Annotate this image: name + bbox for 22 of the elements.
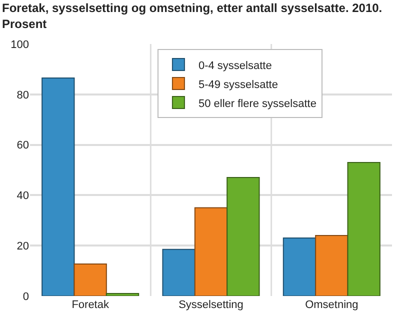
y-tick-label: 60 [16,140,29,152]
y-tick-label: 40 [16,190,29,202]
y-tick-label: 20 [16,240,29,252]
chart-title: Foretak, sysselsetting og omsetning, etter antall sysselsatte. 2010. Prosent [2,1,382,31]
legend-label: 5-49 sysselsatte [198,78,278,91]
bar [282,238,316,296]
x-tick-label: Omsetning [305,299,358,311]
y-tick-label: 80 [16,89,29,102]
legend-label: 0-4 sysselsatte [198,60,272,72]
bar [347,162,380,296]
x-tick-label: Foretak [72,299,110,311]
y-tick-label: 100 [10,38,29,51]
bar [162,248,196,296]
bar [194,207,228,296]
legend-label: 50 eller flere sysselsatte [198,98,316,110]
x-tick-label: Sysselsetting [178,299,244,311]
y-tick-label: 0 [22,290,29,303]
bar [315,235,348,296]
bar [226,177,260,296]
bar [74,264,107,296]
bar [106,292,140,296]
bar [42,78,75,296]
